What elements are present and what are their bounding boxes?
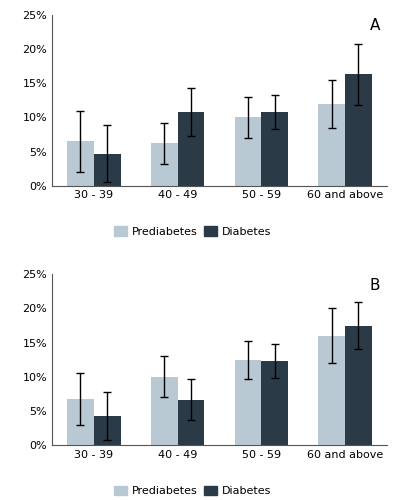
Bar — [178, 400, 204, 445]
Bar — [235, 360, 261, 445]
Bar — [235, 118, 261, 186]
Bar — [67, 142, 94, 186]
Text: B: B — [370, 278, 380, 293]
Bar — [345, 74, 372, 186]
Legend: Prediabetes, Diabetes: Prediabetes, Diabetes — [109, 222, 276, 241]
Legend: Prediabetes, Diabetes: Prediabetes, Diabetes — [109, 482, 276, 500]
Bar — [94, 416, 120, 445]
Bar — [261, 361, 288, 445]
Bar — [151, 144, 178, 186]
Bar — [345, 326, 372, 445]
Bar — [178, 112, 204, 186]
Bar — [318, 336, 345, 445]
Text: A: A — [370, 18, 380, 34]
Bar — [318, 104, 345, 186]
Bar — [261, 112, 288, 186]
Bar — [151, 376, 178, 445]
Bar — [67, 398, 94, 445]
Bar — [94, 154, 120, 186]
